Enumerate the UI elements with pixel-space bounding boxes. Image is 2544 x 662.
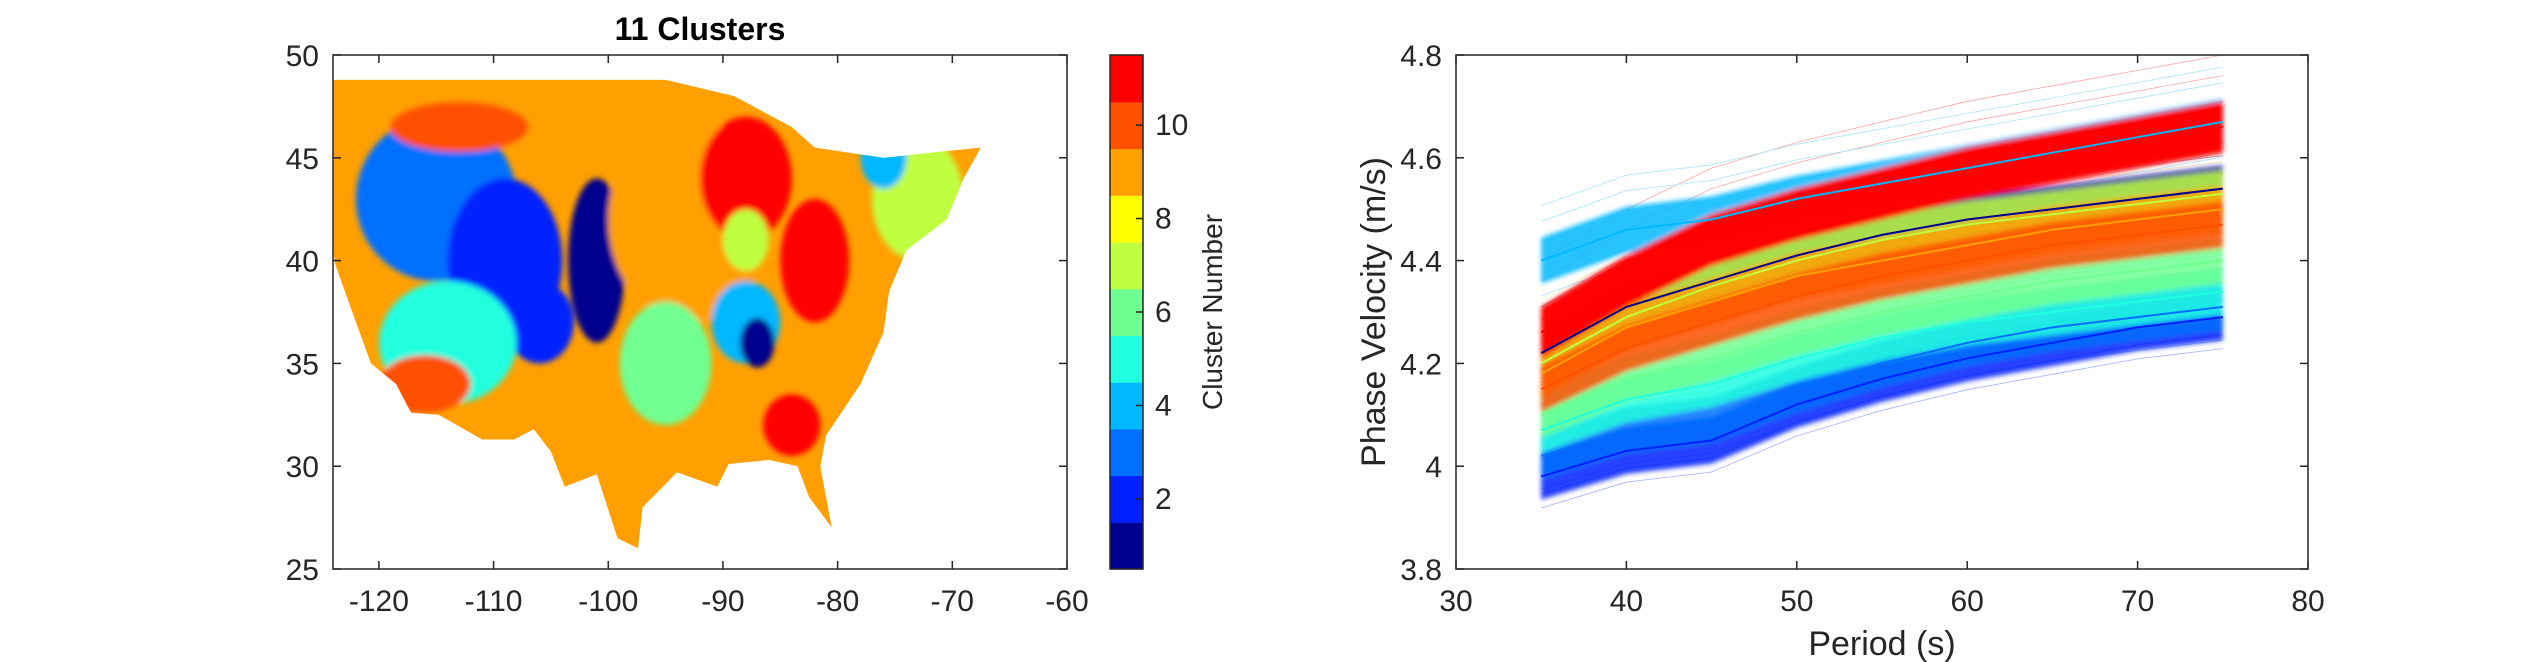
curve-series-line-4 bbox=[1540, 192, 2223, 365]
map-cluster-region-11 bbox=[700, 116, 792, 241]
map-title: 11 Clusters bbox=[615, 11, 786, 47]
curve-y-tick-label: 3.8 bbox=[1400, 554, 1442, 587]
curve-x-tick-label: 70 bbox=[2121, 585, 2154, 618]
curve-series-line-5 bbox=[1540, 259, 2223, 416]
curve-series-line-9 bbox=[1540, 316, 2223, 478]
map-y-tick-label: 45 bbox=[286, 143, 319, 176]
curve-y-tick-label: 4 bbox=[1425, 451, 1442, 484]
map-x-tick-label: -80 bbox=[816, 585, 859, 618]
map-cluster-region-6 bbox=[619, 301, 712, 426]
colorbar-tick-label: 8 bbox=[1155, 203, 1172, 236]
curve-y-tick-label: 4.2 bbox=[1400, 348, 1442, 381]
map-y-tick-label: 30 bbox=[286, 451, 319, 484]
curve-bands bbox=[1541, 98, 2223, 500]
map-y-ticks: 25 30 35 40 45 50 bbox=[286, 40, 1067, 587]
curve-series-line-6 bbox=[1540, 290, 2223, 432]
map-axes-box bbox=[332, 54, 1068, 570]
map-cluster-region-2 bbox=[505, 281, 574, 364]
map-x-tick-label: -100 bbox=[578, 585, 638, 618]
curve-spread-line-9 bbox=[1541, 348, 2223, 509]
curve-series bbox=[1540, 55, 2223, 509]
map-y-tick-label: 25 bbox=[286, 554, 319, 587]
map-regions bbox=[333, 55, 1067, 569]
curve-band-series-6 bbox=[1541, 268, 2223, 454]
curve-x-tick-label: 60 bbox=[1951, 585, 1984, 618]
map-x-tick-label: -110 bbox=[465, 585, 523, 618]
colorbar-tick-label: 10 bbox=[1155, 109, 1188, 142]
dispersion-curve-panel: 30 40 50 60 70 80 3.8 4 4.2 4.4 4.6 4.8 Period (s)… bbox=[1355, 40, 2325, 662]
colorbar-block-9 bbox=[1110, 148, 1143, 196]
colorbar-block-11 bbox=[1110, 55, 1143, 103]
curve-y-ticks: 3.8 4 4.2 4.4 4.6 4.8 bbox=[1400, 40, 2308, 587]
map-cluster-region-11 bbox=[780, 198, 850, 323]
colorbar-block-5 bbox=[1110, 335, 1143, 383]
curve-x-ticks: 30 40 50 60 70 80 bbox=[1439, 55, 2325, 618]
curve-y-tick-label: 4.8 bbox=[1400, 40, 1442, 73]
curve-y-tick-label: 4.6 bbox=[1400, 143, 1442, 176]
curve-series-line-2 bbox=[1540, 223, 2223, 391]
curve-spread-line-7 bbox=[1541, 66, 2223, 207]
cluster-map-panel: -120 -110 -100 -90 -80 -70 -60 25 30 35 40 45 50 11… bbox=[286, 11, 1089, 618]
curve-spread-line-7 bbox=[1541, 82, 2223, 222]
map-cluster-region-11 bbox=[763, 394, 821, 456]
curve-y-label: Phase Velocity (m/s) bbox=[1355, 157, 1393, 467]
colorbar: 2 4 6 8 10 Cluster Number bbox=[1109, 54, 1228, 570]
curve-y-tick-label: 4.4 bbox=[1400, 246, 1442, 279]
curve-band-series-2 bbox=[1541, 201, 2223, 413]
map-y-tick-label: 35 bbox=[286, 348, 319, 381]
map-x-ticks: -120 -110 -100 -90 -80 -70 -60 bbox=[349, 55, 1089, 618]
colorbar-block-3 bbox=[1110, 428, 1143, 477]
map-x-tick-label: -70 bbox=[931, 585, 974, 618]
colorbar-tick-label: 4 bbox=[1155, 389, 1172, 422]
map-x-tick-label: -60 bbox=[1045, 585, 1088, 618]
curve-series-line-1 bbox=[1540, 126, 2223, 334]
colorbar-tick-label: 6 bbox=[1155, 296, 1172, 329]
colorbar-block-1 bbox=[1110, 522, 1143, 570]
map-x-tick-label: -90 bbox=[701, 585, 744, 618]
curve-band-top-series-1 bbox=[1541, 101, 2223, 359]
curve-series-line-3 bbox=[1540, 208, 2223, 375]
curve-x-tick-label: 30 bbox=[1439, 585, 1472, 618]
curve-series-line-7 bbox=[1540, 120, 2223, 262]
curve-series-line-8 bbox=[1540, 305, 2223, 457]
map-y-tick-label: 50 bbox=[286, 40, 319, 73]
map-outside-mask bbox=[333, 55, 1067, 569]
curve-x-label: Period (s) bbox=[1808, 625, 1955, 662]
curve-band-series-5 bbox=[1541, 237, 2223, 438]
map-cluster-region-1 bbox=[740, 318, 775, 368]
curve-x-tick-label: 80 bbox=[2291, 585, 2324, 618]
curve-spread-line-1 bbox=[1540, 55, 2223, 261]
colorbar-block-7 bbox=[1110, 241, 1143, 290]
curve-axes-box bbox=[1455, 54, 2309, 570]
map-cluster-region-10 bbox=[390, 102, 528, 152]
colorbar-tick-label: 2 bbox=[1155, 483, 1172, 516]
curve-x-tick-label: 40 bbox=[1610, 585, 1643, 618]
map-y-tick-label: 40 bbox=[286, 246, 319, 279]
colorbar-ticks: 2 4 6 8 10 bbox=[1136, 109, 1188, 516]
curve-x-tick-label: 50 bbox=[1780, 585, 1813, 618]
map-cluster-region-7 bbox=[723, 209, 769, 271]
colorbar-label: Cluster Number bbox=[1197, 214, 1228, 410]
map-x-tick-label: -120 bbox=[349, 585, 409, 618]
curve-series-line-10 bbox=[1540, 187, 2223, 354]
